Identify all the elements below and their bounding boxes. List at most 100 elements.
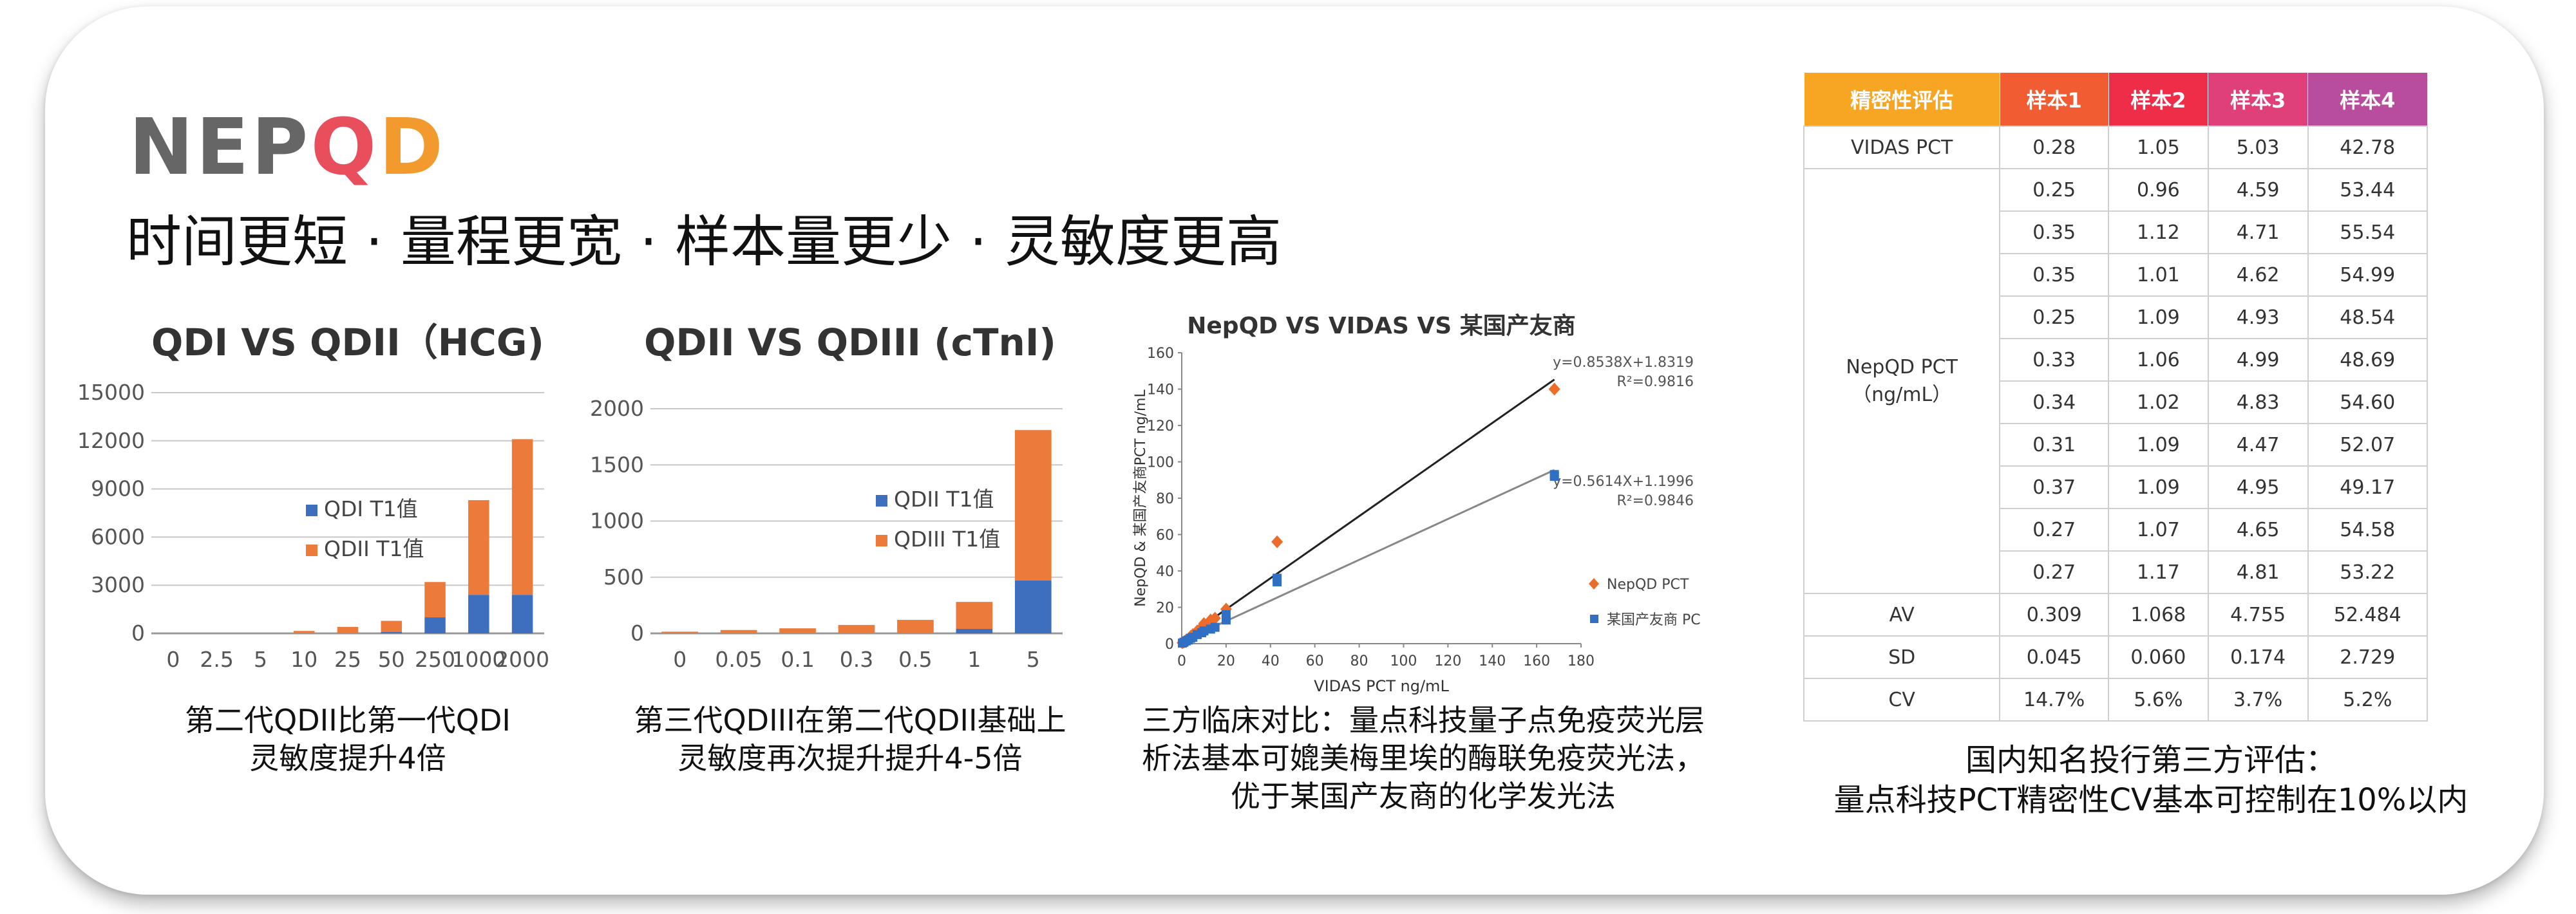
caption-line: 析法基本可媲美梅里埃的酶联免疫荧光法， bbox=[1142, 740, 1705, 776]
table-cell: 4.62 bbox=[2207, 253, 2309, 297]
x-tick-label: 0.3 bbox=[840, 647, 873, 672]
y-tick-label: 20 bbox=[1156, 601, 1174, 617]
table-row: 0.35 1.12 4.71 55.54 bbox=[1804, 210, 2428, 254]
x-tick-label: 5 bbox=[1027, 647, 1040, 672]
legend-swatch bbox=[876, 535, 887, 546]
table-cell: 0.25 bbox=[1999, 168, 2109, 212]
table-row: 0.31 1.09 4.47 52.07 bbox=[1804, 423, 2428, 467]
table-cell: 4.83 bbox=[2207, 380, 2309, 424]
table-cell: 0.045 bbox=[1999, 635, 2109, 679]
y-tick-label: 6000 bbox=[91, 524, 145, 549]
table-cell: 1.09 bbox=[2108, 465, 2209, 509]
table-header-row: 精密性评估 样本1 样本2 样本3 样本4 bbox=[1803, 72, 2428, 127]
table-cell: 1.01 bbox=[2108, 253, 2209, 297]
data-point-competitor bbox=[1210, 622, 1220, 632]
bar-segment bbox=[468, 500, 489, 595]
x-tick-label: 5 bbox=[254, 647, 267, 672]
data-point-competitor bbox=[1273, 574, 1282, 583]
x-tick-label: 40 bbox=[1262, 653, 1280, 669]
table-row: AV 0.309 1.068 4.755 52.484 bbox=[1803, 593, 2428, 637]
x-tick-label: 1 bbox=[967, 647, 981, 672]
chart-qdii-vs-qdiii: QDII VS QDIII (cTnI) 0 500 1000 1500 2000 0 0.0… bbox=[590, 321, 1063, 672]
column-header: 样本2 bbox=[2108, 72, 2209, 127]
bar-segment bbox=[424, 582, 446, 618]
caption-line: 优于某国产友商的化学发光法 bbox=[1231, 778, 1616, 814]
x-tick-label: 60 bbox=[1306, 653, 1324, 669]
row-label-line: （ng/mL） bbox=[1852, 383, 1952, 406]
table-cell: 0.174 bbox=[2207, 635, 2309, 679]
bar-segment bbox=[897, 620, 934, 633]
caption-line: 第二代QDII比第一代QDI bbox=[185, 703, 511, 738]
table-cell: 0.27 bbox=[1999, 508, 2109, 552]
table-cell: 53.22 bbox=[2307, 550, 2428, 594]
data-point-nepqd bbox=[1548, 382, 1560, 396]
x-tick-label: 1000 bbox=[451, 647, 506, 672]
caption-chart1: 第二代QDII比第一代QDI 灵敏度提升4倍 bbox=[103, 702, 592, 778]
bar-segment bbox=[381, 632, 402, 633]
x-tick-label: 140 bbox=[1479, 653, 1506, 669]
table-cell: 14.7% bbox=[1999, 678, 2109, 722]
y-tick-label: 160 bbox=[1147, 346, 1174, 362]
bar-segment bbox=[468, 595, 489, 633]
table-cell: 0.28 bbox=[1999, 126, 2109, 169]
table-row: 0.35 1.01 4.62 54.99 bbox=[1804, 253, 2428, 297]
table-cell: 4.81 bbox=[2207, 550, 2309, 594]
row-label: SD bbox=[1803, 635, 2001, 679]
y-axis-title: NepQD & 某国产友商PCT ng/mL bbox=[1133, 389, 1149, 607]
table-cell: 0.309 bbox=[1999, 593, 2109, 637]
legend-swatch bbox=[306, 505, 317, 516]
y-tick-label: 0 bbox=[131, 620, 145, 646]
x-tick-label: 0 bbox=[1177, 653, 1186, 669]
y-tick-label: 40 bbox=[1156, 564, 1174, 580]
table-cell: 0.34 bbox=[1999, 380, 2109, 424]
table-cell: 5.6% bbox=[2108, 678, 2209, 722]
table-row: VIDAS PCT 0.28 1.05 5.03 42.78 bbox=[1803, 126, 2428, 169]
x-tick-label: 180 bbox=[1567, 653, 1595, 669]
y-tick-label: 15000 bbox=[77, 380, 145, 405]
data-point-competitor bbox=[1221, 610, 1231, 619]
table-cell: 1.12 bbox=[2108, 210, 2209, 254]
trendline-equation: y=0.8538X+1.8319 bbox=[1553, 355, 1694, 371]
legend-label: QDII T1值 bbox=[324, 536, 424, 561]
legend-label: 某国产友商 PCT bbox=[1607, 612, 1700, 628]
chart-title: QDII VS QDIII (cTnI) bbox=[644, 321, 1056, 364]
table-cell: 4.755 bbox=[2207, 593, 2309, 637]
table-cell: 0.27 bbox=[1999, 550, 2109, 594]
legend-swatch bbox=[1590, 615, 1598, 623]
table-cell: 0.37 bbox=[1999, 465, 2109, 509]
x-tick-label: 160 bbox=[1523, 653, 1550, 669]
table-row: 0.37 1.09 4.95 49.17 bbox=[1804, 465, 2428, 509]
chart-pct-comparison: NepQD VS VIDAS VS 某国产友商 0 20 40 60 80 100 120 14… bbox=[1133, 313, 1700, 695]
caption-line: 灵敏度提升4倍 bbox=[249, 740, 446, 776]
nepqd-logo: NEPQD bbox=[129, 103, 446, 192]
x-tick-label: 20 bbox=[1217, 653, 1235, 669]
table-cell: 54.58 bbox=[2307, 508, 2428, 552]
caption-line: 第三代QDIII在第二代QDII基础上 bbox=[634, 703, 1066, 738]
table-cell: 3.7% bbox=[2207, 678, 2309, 722]
x-tick-label: 0.5 bbox=[898, 647, 932, 672]
table-cell: 1.17 bbox=[2108, 550, 2209, 594]
table-cell: 1.068 bbox=[2108, 593, 2209, 637]
table-cell: 0.35 bbox=[1999, 253, 2109, 297]
legend-label: QDI T1值 bbox=[324, 496, 418, 521]
table-cell: 4.59 bbox=[2207, 168, 2309, 212]
evaluation-note: 国内知名投行第三方评估： 量点科技PCT精密性CV基本可控制在10%以内 bbox=[1829, 740, 2473, 821]
table-cell: 48.54 bbox=[2307, 295, 2428, 339]
data-point-competitor bbox=[1549, 472, 1559, 481]
bar-segment bbox=[956, 629, 993, 633]
y-tick-label: 0 bbox=[630, 620, 644, 646]
table-row: 0.34 1.02 4.83 54.60 bbox=[1804, 380, 2428, 424]
table-row: 0.25 1.09 4.93 48.54 bbox=[1804, 295, 2428, 339]
row-label: VIDAS PCT bbox=[1803, 126, 2001, 169]
trendline-equation: y=0.5614X+1.1996 bbox=[1553, 474, 1694, 490]
bar-segment bbox=[1014, 430, 1052, 581]
table-row: CV 14.7% 5.6% 3.7% 5.2% bbox=[1803, 678, 2428, 722]
bar-segment bbox=[838, 624, 875, 633]
x-tick-label: 2.5 bbox=[200, 647, 233, 672]
chart-title: NepQD VS VIDAS VS 某国产友商 bbox=[1187, 313, 1575, 339]
table-cell: 5.03 bbox=[2207, 126, 2309, 169]
trendline-r2: R²=0.9846 bbox=[1616, 493, 1694, 509]
table-cell: 4.65 bbox=[2207, 508, 2309, 552]
caption-line: 三方临床对比：量点科技量子点免疫荧光层 bbox=[1142, 703, 1705, 738]
row-label-line: NepQD PCT bbox=[1846, 355, 1958, 378]
